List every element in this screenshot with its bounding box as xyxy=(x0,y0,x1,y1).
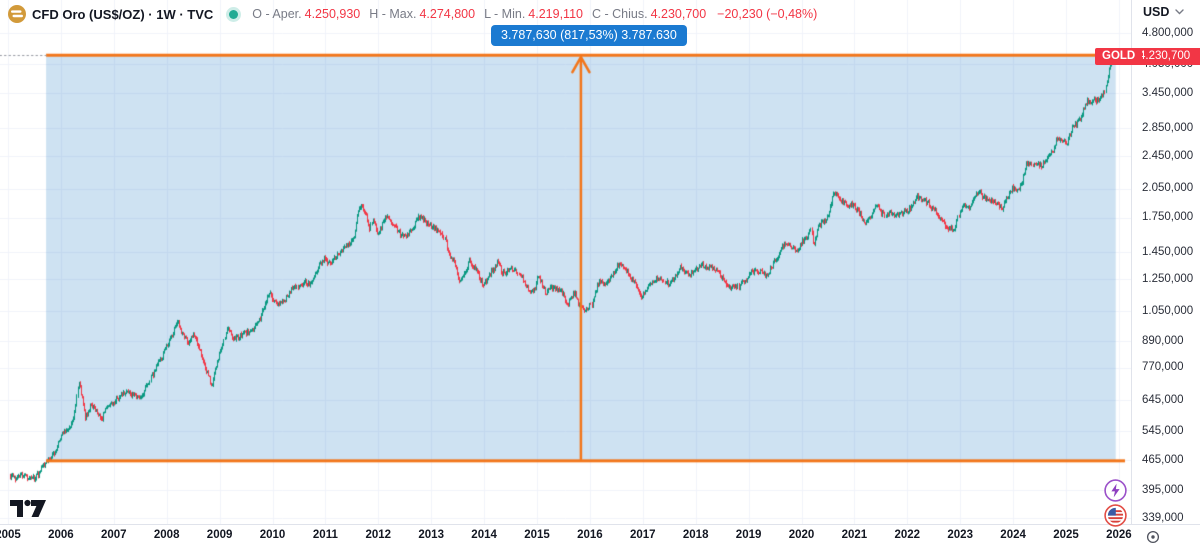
chart-plot-area[interactable] xyxy=(0,0,1131,524)
change-value: −20,230 (−0,48%) xyxy=(717,7,818,21)
year-tick-label: 2023 xyxy=(947,529,973,541)
tradingview-logo[interactable] xyxy=(9,496,47,520)
year-tick-label: 2010 xyxy=(259,529,286,541)
last-price-label: 4.230,700 xyxy=(1132,47,1200,65)
price-tick-label: 2.050,000 xyxy=(1142,182,1194,195)
high-label: H - Max. xyxy=(369,7,417,21)
gold-coin-icon xyxy=(8,5,26,23)
year-tick-label: 2022 xyxy=(894,529,921,541)
year-tick-label: 2020 xyxy=(788,529,815,541)
year-tick-label: 2014 xyxy=(471,529,497,541)
close-label: C - Chius. xyxy=(591,7,648,21)
boost-lightning-icon[interactable] xyxy=(1104,479,1127,502)
year-tick-label: 2021 xyxy=(841,529,868,541)
year-tick-label: 2007 xyxy=(101,529,127,541)
currency-label: USD xyxy=(1143,5,1170,19)
price-tick-label: 3.450,000 xyxy=(1142,86,1194,99)
year-tick-label: 2006 xyxy=(48,529,74,541)
price-tick-label: 1.450,000 xyxy=(1142,245,1194,258)
year-tick-label: 2008 xyxy=(153,529,180,541)
low-label: L - Min. xyxy=(484,7,526,21)
price-tick-label: 1.050,000 xyxy=(1142,304,1194,317)
price-tick-label: 395,000 xyxy=(1142,483,1184,496)
price-tick-label: 770,000 xyxy=(1142,361,1184,374)
chart-canvas[interactable] xyxy=(0,0,1131,524)
year-tick-label: 2012 xyxy=(365,529,392,541)
year-tick-label: 2011 xyxy=(312,529,338,541)
year-tick-label: 2019 xyxy=(735,529,762,541)
low-value: 4.219,110 xyxy=(528,7,583,21)
year-tick-label: 2025 xyxy=(1053,529,1079,541)
year-tick-label: 2009 xyxy=(206,529,233,541)
price-tick-label: 890,000 xyxy=(1142,334,1184,347)
year-tick-label: 2016 xyxy=(577,529,603,541)
currency-selector[interactable]: USD xyxy=(1143,5,1185,19)
year-tick-label: 2026 xyxy=(1106,529,1132,541)
close-value: 4.230,700 xyxy=(650,7,707,21)
badge-column xyxy=(1104,479,1128,527)
price-tick-label: 4.800,000 xyxy=(1142,26,1194,39)
price-tick-label: 2.850,000 xyxy=(1142,121,1194,134)
price-tick-label: 1.250,000 xyxy=(1142,272,1194,285)
open-value: 4.250,930 xyxy=(304,7,361,21)
price-tick-label: 465,000 xyxy=(1142,453,1184,466)
year-tick-label: 2005 xyxy=(0,529,21,541)
measure-tooltip[interactable]: 3.787,630 (817,53%) 3.787.630 xyxy=(491,25,687,46)
price-tick-label: 645,000 xyxy=(1142,393,1184,406)
high-value: 4.274,800 xyxy=(419,7,476,21)
year-tick-label: 2024 xyxy=(1000,529,1026,541)
chevron-down-icon xyxy=(1175,9,1185,15)
price-tick-label: 1.750,000 xyxy=(1142,211,1194,224)
scale-settings-icon[interactable] xyxy=(1146,530,1160,544)
year-tick-label: 2018 xyxy=(682,529,709,541)
year-tick-label: 2015 xyxy=(524,529,550,541)
year-tick-label: 2013 xyxy=(418,529,444,541)
year-tick-label: 2017 xyxy=(630,529,656,541)
open-label: O - Aper. xyxy=(252,7,302,21)
ohlc-readout: O - Aper. 4.250,930 H - Max. 4.274,800 L… xyxy=(252,7,817,21)
price-tick-label: 545,000 xyxy=(1142,424,1184,437)
symbol-legend[interactable]: CFD Oro (US$/OZ) · 1W · TVC O - Aper. 4.… xyxy=(8,4,817,24)
tvc-flag-roundel-icon[interactable] xyxy=(1104,504,1127,527)
price-axis[interactable]: USD 4.800,0004.050,0003.450,0002.850,000… xyxy=(1131,0,1200,547)
price-tick-label: 339,000 xyxy=(1142,511,1184,524)
market-open-dot xyxy=(229,9,239,19)
symbol-title[interactable]: CFD Oro (US$/OZ) · 1W · TVC xyxy=(32,6,214,22)
symbol-price-tag: GOLD xyxy=(1095,47,1143,65)
price-tick-label: 2.450,000 xyxy=(1142,149,1194,162)
time-axis[interactable]: 2005 2006 2007 2008 2009 2010 2011 2012 2013 2014… xyxy=(0,524,1200,547)
